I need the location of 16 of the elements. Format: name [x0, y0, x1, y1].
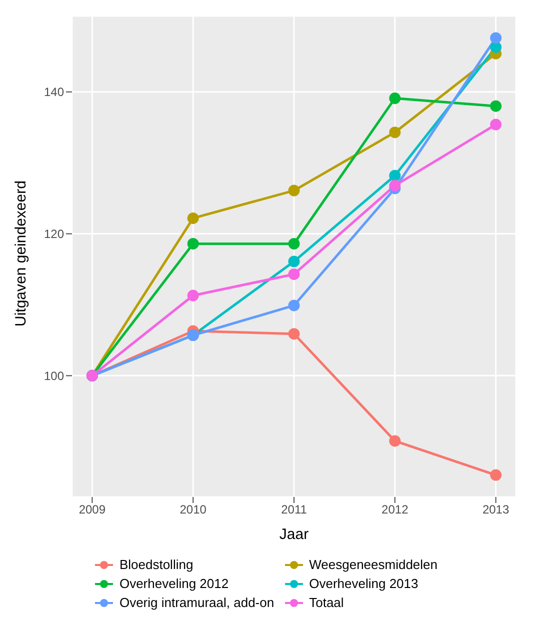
x-tick-label: 2013: [482, 502, 510, 517]
x-tick-label: 2010: [180, 502, 207, 517]
y-tick-label: 120: [44, 227, 64, 242]
legend-label: Weesgeneesmiddelen: [309, 557, 438, 572]
legend-label: Overheveling 2012: [119, 576, 229, 591]
x-axis-title: Jaar: [279, 526, 309, 543]
y-tick-label: 140: [44, 85, 64, 100]
y-axis-title: Uitgaven geindexeerd: [12, 180, 30, 326]
x-tick-label: 2009: [78, 502, 106, 517]
y-tick-label: 100: [44, 368, 64, 383]
x-tick-label: 2011: [281, 502, 308, 517]
x-tick-label: 2012: [382, 502, 409, 517]
legend-label: Overheveling 2013: [309, 576, 418, 591]
legend-label: Overig intramuraal, add-on: [119, 595, 274, 610]
legend-label: Bloedstolling: [119, 557, 194, 572]
legend-label: Totaal: [309, 595, 344, 610]
